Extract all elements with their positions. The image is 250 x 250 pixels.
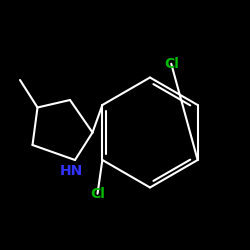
Text: Cl: Cl bbox=[90, 187, 105, 201]
Text: Cl: Cl bbox=[164, 57, 179, 71]
Text: HN: HN bbox=[60, 164, 83, 178]
